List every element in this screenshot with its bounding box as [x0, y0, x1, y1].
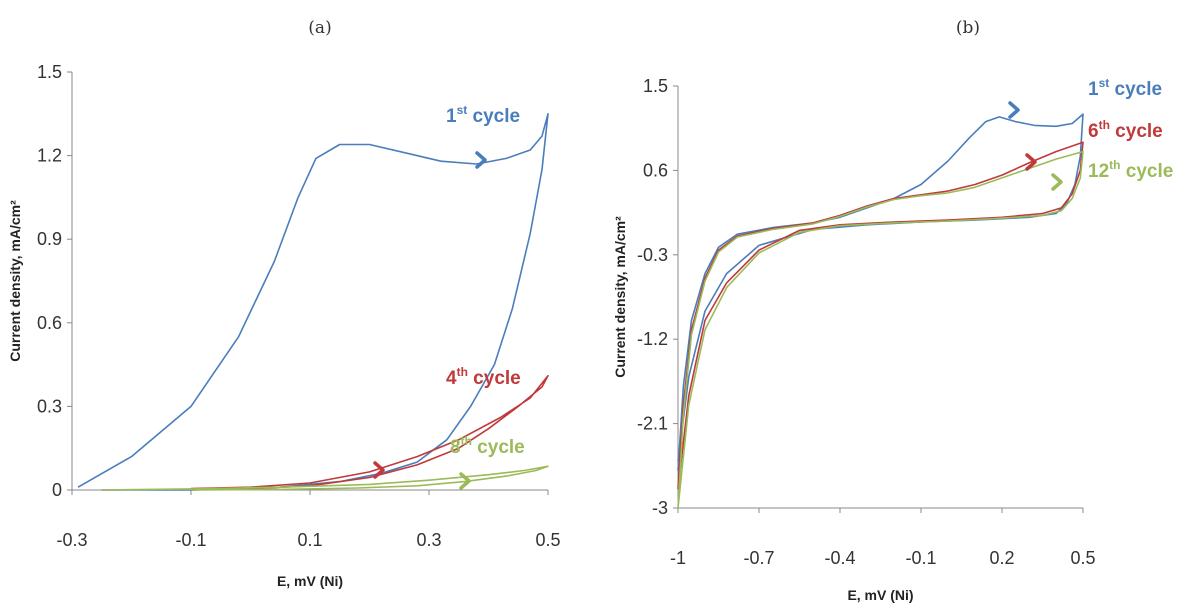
x-tick-label: -0.1	[175, 530, 206, 550]
chart-panel-a: (a) 0 0.3 0.6 0.9 1.2 1.5 -0.3 -0.1 0.1 0.3 0.5 E, m…	[7, 18, 561, 589]
y-tick-label: -2.1	[637, 414, 668, 434]
x-tick-label: 0.1	[297, 530, 322, 550]
x-axis-title: E, mV (Ni)	[277, 573, 343, 589]
y-tick-label: 0.3	[37, 396, 62, 416]
series-label-6th: 6th cycle	[1088, 118, 1163, 142]
series-label-1st: 1st cycle	[446, 103, 520, 127]
x-axis-title: E, mV (Ni)	[847, 587, 913, 603]
direction-arrow-icon	[1025, 153, 1037, 171]
panel-label: (b)	[956, 18, 980, 38]
y-tick-label: 1.5	[643, 76, 668, 96]
direction-arrow-icon	[475, 151, 487, 169]
y-axis-title: Current density, mA/cm²	[612, 216, 628, 378]
series-line-1st	[77, 113, 549, 491]
y-tick-label: 1.5	[37, 62, 62, 82]
direction-arrow-icon	[373, 461, 385, 479]
direction-arrow-icon	[1008, 101, 1020, 119]
series-line-4th	[190, 374, 549, 491]
series-line-6th	[677, 141, 1084, 490]
series-line-8th	[101, 465, 549, 491]
series-label-8th: 8th cycle	[450, 434, 525, 458]
series-label-1st: 1st cycle	[1088, 76, 1162, 100]
y-tick-label: 0.6	[643, 160, 668, 180]
y-tick-label: 0	[52, 480, 62, 500]
series-line-12th	[677, 150, 1084, 509]
y-axis-title: Current density, mA/cm²	[7, 200, 23, 362]
x-tick-label: -0.1	[905, 548, 936, 568]
x-tick-label: -0.7	[743, 548, 774, 568]
y-tick-label: 0.9	[37, 229, 62, 249]
y-tick-label: -0.3	[637, 245, 668, 265]
x-tick-label: 0.2	[989, 548, 1014, 568]
x-tick-label: 0.3	[416, 530, 441, 550]
y-tick-label: 1.2	[37, 146, 62, 166]
series-label-4th: 4th cycle	[446, 365, 521, 389]
x-tick-label: -0.4	[824, 548, 855, 568]
y-tick-label: 0.6	[37, 313, 62, 333]
series-line-1st	[677, 113, 1084, 471]
y-tick-label: -1.2	[637, 329, 668, 349]
x-tick-label: -0.3	[56, 530, 87, 550]
x-tick-label: 0.5	[1070, 548, 1095, 568]
direction-arrow-icon	[1051, 173, 1063, 191]
y-tick-label: -3	[652, 498, 668, 518]
series-label-12th: 12th cycle	[1088, 158, 1173, 182]
direction-arrow-icon	[459, 472, 471, 490]
panel-label: (a)	[308, 18, 331, 38]
x-tick-label: -1	[670, 548, 686, 568]
x-tick-label: 0.5	[535, 530, 560, 550]
chart-panel-b: (b) -3 -2.1 -1.2 -0.3 0.6 1.5 -1 -0.7 -0.4 -0.1 0.2…	[612, 18, 1173, 603]
